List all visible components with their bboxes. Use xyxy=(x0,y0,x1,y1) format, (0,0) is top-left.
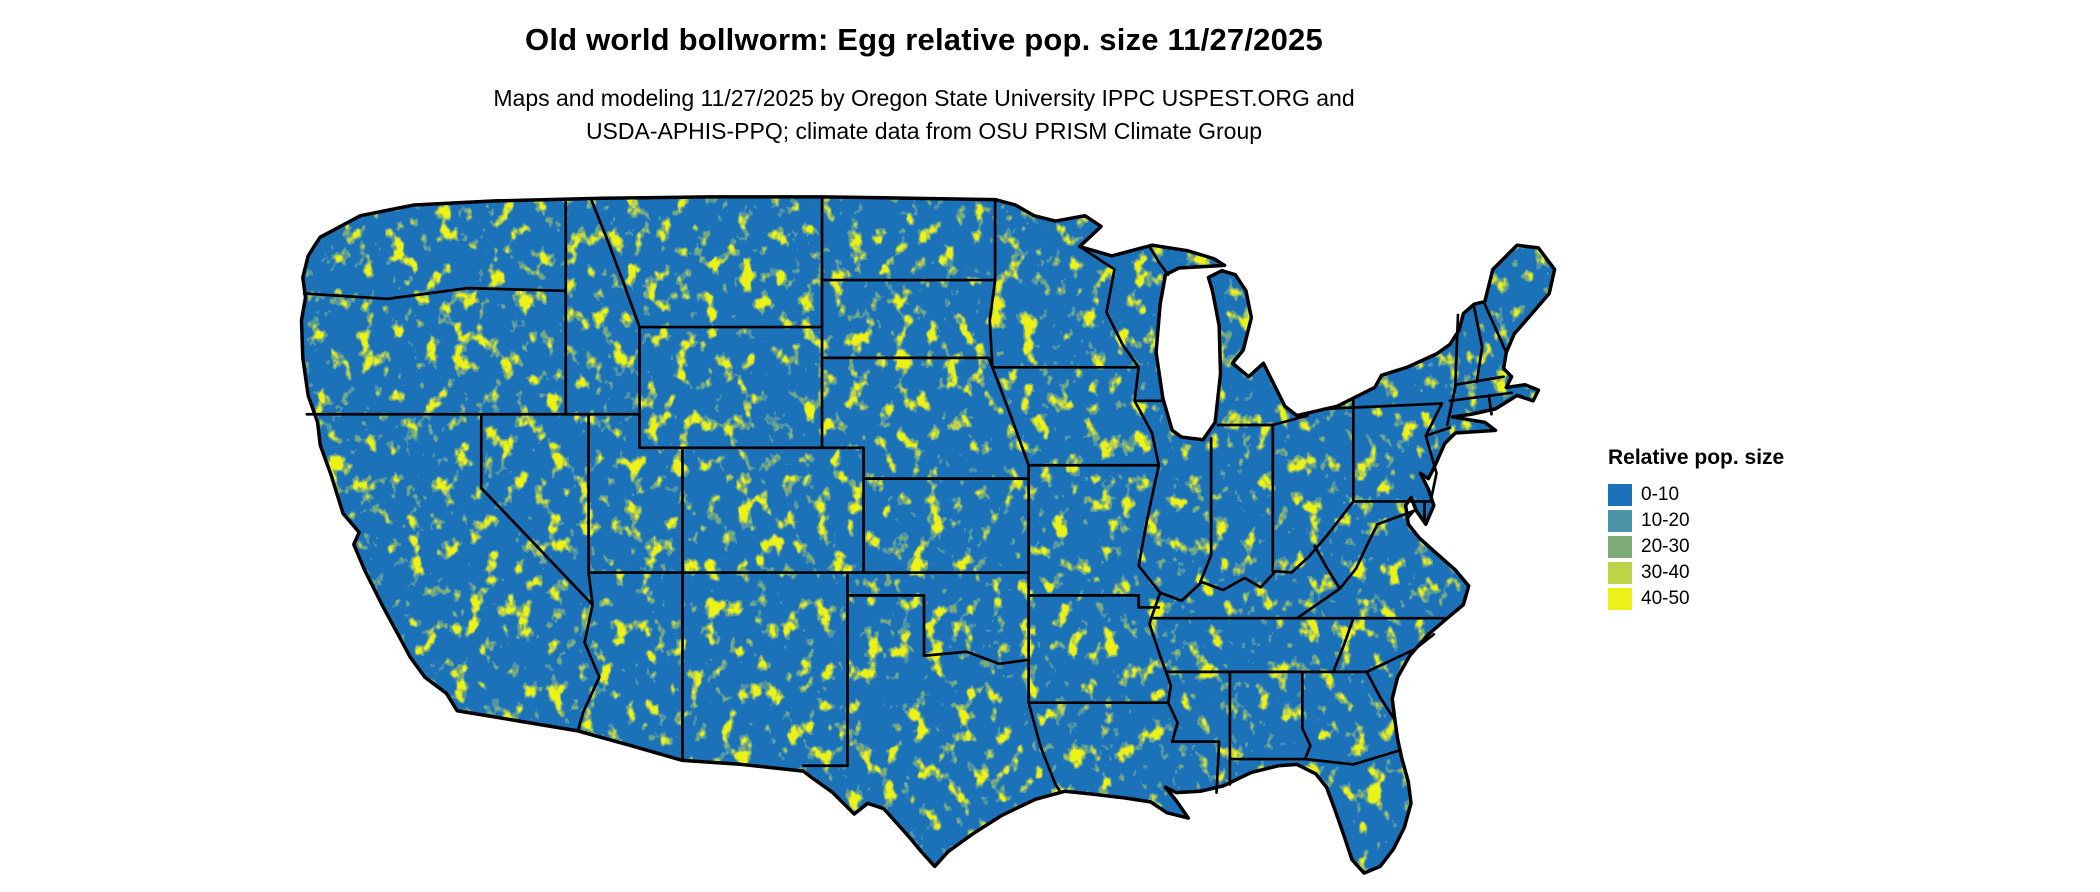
legend-item: 10-20 xyxy=(1608,508,1868,534)
us-map-svg xyxy=(299,195,1557,875)
legend: Relative pop. size 0-10 10-20 20-30 30-4… xyxy=(1608,446,1868,612)
state-borders xyxy=(302,195,1513,794)
subtitle: Maps and modeling 11/27/2025 by Oregon S… xyxy=(280,82,1568,148)
page-title: Old world bollworm: Egg relative pop. si… xyxy=(525,22,1323,57)
legend-label: 30-40 xyxy=(1641,562,1690,583)
legend-swatch-0-10 xyxy=(1608,484,1632,506)
subtitle-line-2: USDA-APHIS-PPQ; climate data from OSU PR… xyxy=(585,118,1263,144)
legend-item: 0-10 xyxy=(1608,482,1868,508)
us-outline xyxy=(299,195,1557,875)
legend-title: Relative pop. size xyxy=(1608,446,1785,469)
speckle-layer-40-50 xyxy=(301,196,1555,874)
legend-label: 10-20 xyxy=(1641,510,1690,531)
legend-label: 20-30 xyxy=(1641,536,1690,557)
legend-swatch-10-20 xyxy=(1608,510,1632,532)
legend-swatch-30-40 xyxy=(1608,562,1632,584)
legend-swatch-20-30 xyxy=(1608,536,1632,558)
legend-item: 20-30 xyxy=(1608,534,1868,560)
legend-swatch-40-50 xyxy=(1608,588,1632,610)
legend-item: 40-50 xyxy=(1608,586,1868,612)
legend-item: 30-40 xyxy=(1608,560,1868,586)
subtitle-line-1: Maps and modeling 11/27/2025 by Oregon S… xyxy=(493,85,1355,111)
legend-label: 0-10 xyxy=(1641,484,1680,505)
us-map xyxy=(280,186,1568,884)
legend-label: 40-50 xyxy=(1641,588,1690,609)
